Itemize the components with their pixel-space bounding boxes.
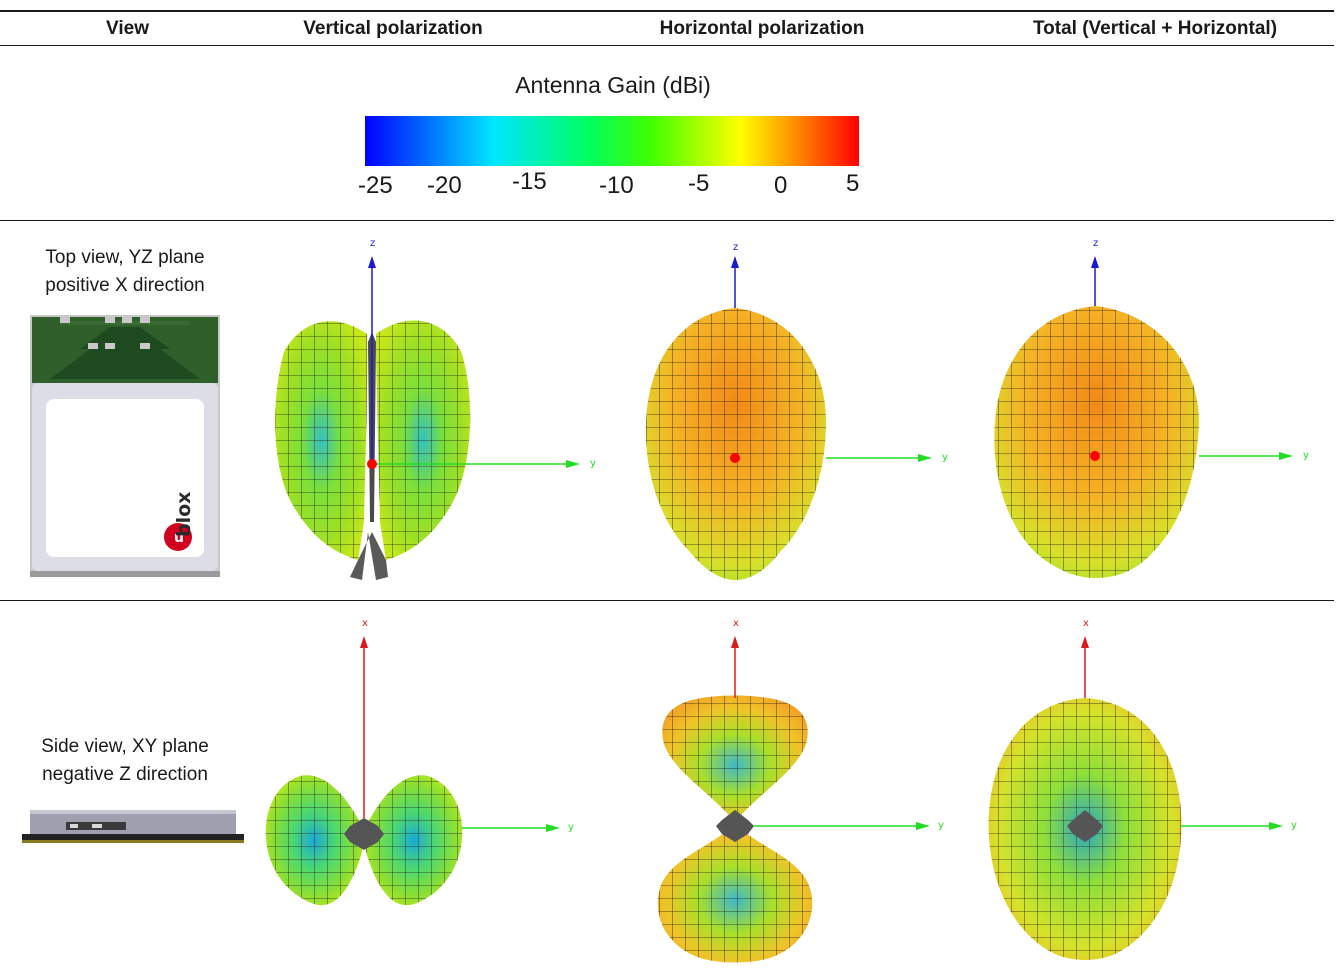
y-axis-label: y (1303, 450, 1309, 461)
row1-label: Top view, YZ plane positive X direction (20, 244, 230, 300)
legend-rule (0, 220, 1334, 221)
svg-text:u: u (174, 530, 184, 546)
legend-tick: -15 (512, 168, 547, 195)
y-axis-label: y (938, 820, 944, 831)
x-axis-label: x (1083, 618, 1089, 629)
y-axis-arrow (566, 460, 580, 468)
header-horizontal-polarization: Horizontal polarization (659, 18, 865, 39)
row2-label: Side view, XY plane negative Z direction (20, 733, 230, 789)
legend-tick: -25 (358, 172, 393, 199)
module-side-view-image (22, 810, 244, 843)
legend-title: Antenna Gain (dBi) (515, 72, 711, 98)
row1-horizontal-pattern: z y (645, 242, 948, 580)
row2-vertical-pattern: x y (265, 618, 574, 906)
header-rule (0, 45, 1334, 46)
row1-vertical-pattern: z y (275, 238, 596, 580)
row2-horizontal-pattern: x y (657, 618, 944, 963)
x-axis-arrow (360, 636, 368, 648)
y-axis-arrow (546, 824, 560, 832)
x-axis-arrow (1081, 636, 1089, 648)
header-total: Total (Vertical + Horizontal) (1032, 18, 1278, 39)
row2-label-line1: Side view, XY plane (41, 736, 209, 757)
y-axis-arrow (916, 822, 930, 830)
row1-label-line1: Top view, YZ plane (45, 247, 205, 268)
x-axis-label: x (362, 618, 368, 629)
legend-tick: -5 (688, 170, 710, 197)
origin-marker (1090, 451, 1100, 461)
row1-total-pattern: z y (994, 238, 1309, 578)
y-axis-label: y (942, 452, 948, 463)
z-axis-arrow (1091, 256, 1099, 268)
y-axis-arrow (1279, 452, 1293, 460)
y-axis-arrow (1269, 822, 1283, 830)
row2-label-line2: negative Z direction (42, 764, 208, 785)
y-axis-label: y (590, 458, 596, 469)
table-top-rule (0, 10, 1334, 12)
gain-colorbar (365, 116, 859, 166)
legend-tick: -10 (599, 172, 634, 199)
header-view: View (106, 18, 149, 39)
row1-label-line2: positive X direction (45, 275, 205, 296)
z-axis-arrow (731, 256, 739, 268)
legend-tick: -20 (427, 172, 462, 199)
x-axis-label: x (733, 618, 739, 629)
y-axis-label: y (568, 822, 574, 833)
legend-tick: 5 (846, 170, 860, 197)
row-divider (0, 600, 1334, 601)
z-axis-label: z (370, 238, 375, 249)
module-top-view-image: u blox (30, 315, 220, 577)
origin-marker (730, 453, 740, 463)
legend-tick: 0 (774, 172, 788, 199)
svg-text:blox: blox (173, 492, 195, 537)
y-axis-arrow (918, 454, 932, 462)
header-vertical-polarization: Vertical polarization (303, 18, 483, 39)
origin-marker (367, 459, 377, 469)
y-axis-label: y (1291, 820, 1297, 831)
z-axis-label: z (1093, 238, 1098, 249)
z-axis-arrow (368, 256, 376, 268)
x-axis-arrow (731, 636, 739, 648)
row2-total-pattern: x y (988, 618, 1297, 960)
z-axis-label: z (733, 242, 738, 253)
